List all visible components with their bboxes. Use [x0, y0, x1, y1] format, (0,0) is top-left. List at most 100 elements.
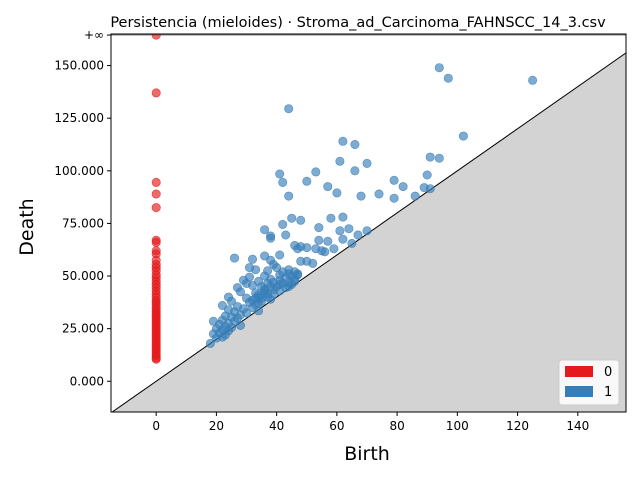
data-point-dim-1 — [326, 213, 336, 223]
data-point-dim-1 — [362, 158, 372, 168]
legend-swatch-0 — [565, 366, 593, 377]
data-point-dim-1 — [275, 250, 285, 260]
data-point-dim-1 — [266, 233, 276, 243]
data-point-dim-1 — [230, 253, 240, 263]
data-point-dim-1 — [347, 238, 357, 248]
x-tick-label: 120 — [506, 419, 529, 433]
y-axis-label: Death — [16, 198, 38, 255]
data-point-dim-1 — [425, 152, 435, 162]
points-layer — [151, 34, 538, 364]
data-point-dim-1 — [284, 265, 294, 275]
data-point-dim-1 — [434, 153, 444, 163]
data-point-dim-1 — [329, 244, 339, 254]
data-point-dim-1 — [308, 258, 318, 268]
x-tick-label: 80 — [389, 419, 404, 433]
y-tick-label: 25.000 — [62, 322, 104, 336]
data-point-dim-1 — [211, 333, 221, 343]
data-point-dim-1 — [260, 225, 270, 235]
data-point-dim-1 — [389, 175, 399, 185]
infinity-label: +∞ — [84, 28, 104, 42]
data-point-dim-1 — [323, 182, 333, 192]
plot-frame — [110, 33, 627, 413]
data-point-dim-1 — [344, 224, 354, 234]
data-point-dim-1 — [296, 215, 306, 225]
data-point-dim-1 — [362, 226, 372, 236]
y-tick-label: 50.000 — [62, 269, 104, 283]
data-point-dim-1 — [323, 236, 333, 246]
y-tick-label: 150.000 — [54, 59, 104, 73]
data-point-dim-1 — [275, 169, 285, 179]
data-point-dim-1 — [353, 230, 363, 240]
data-point-dim-1 — [350, 166, 360, 176]
data-point-dim-1 — [278, 177, 288, 187]
x-tick-label: 20 — [209, 419, 224, 433]
data-point-dim-1 — [332, 188, 342, 198]
data-point-dim-1 — [278, 220, 288, 230]
data-point-dim-1 — [284, 104, 294, 114]
data-point-dim-1 — [251, 299, 261, 309]
data-point-dim-1 — [434, 63, 444, 73]
legend: 0 1 — [558, 359, 620, 406]
x-axis-label: Birth — [344, 443, 390, 465]
data-point-dim-1 — [338, 136, 348, 146]
data-point-dim-1 — [302, 243, 312, 253]
x-tick-label: 0 — [152, 419, 160, 433]
chart-title: Persistencia (mieloides) · Stroma_ad_Car… — [110, 15, 606, 31]
data-point-dim-1 — [311, 167, 321, 177]
data-point-dim-1 — [227, 296, 237, 306]
diagonal-shade — [111, 52, 626, 412]
data-point-dim-1 — [335, 226, 345, 236]
x-tick-label: 140 — [566, 419, 589, 433]
y-tick-label: 75.000 — [62, 216, 104, 230]
data-point-dim-1 — [217, 300, 227, 310]
data-point-dim-1 — [320, 247, 330, 257]
data-point-dim-1 — [425, 184, 435, 194]
data-point-dim-1 — [314, 235, 324, 245]
data-point-dim-0 — [151, 354, 161, 364]
legend-swatch-1 — [565, 386, 593, 397]
data-point-dim-1 — [236, 320, 246, 330]
data-point-dim-1 — [338, 234, 348, 244]
data-point-dim-0 — [151, 189, 161, 199]
data-point-dim-1 — [389, 193, 399, 203]
data-point-dim-0 — [151, 34, 161, 40]
data-point-dim-1 — [260, 286, 270, 296]
data-point-dim-1 — [251, 265, 261, 275]
data-point-dim-1 — [374, 189, 384, 199]
data-point-dim-1 — [458, 131, 468, 141]
plot-body — [111, 34, 626, 412]
legend-label-1: 1 — [604, 385, 612, 400]
y-tick-label: 0.000 — [70, 374, 104, 388]
data-point-dim-1 — [350, 140, 360, 150]
data-point-dim-1 — [338, 212, 348, 222]
data-point-dim-1 — [205, 338, 215, 348]
data-point-dim-1 — [528, 75, 538, 85]
x-tick-label: 100 — [446, 419, 469, 433]
data-point-dim-1 — [398, 182, 408, 192]
data-point-dim-1 — [302, 176, 312, 186]
data-point-dim-1 — [335, 156, 345, 166]
data-point-dim-0 — [151, 177, 161, 187]
data-point-dim-1 — [356, 191, 366, 201]
data-point-dim-1 — [287, 213, 297, 223]
data-point-dim-0 — [151, 88, 161, 98]
y-axis-ticks: 0.000 25.000 50.000 75.000 100.000 125.000 150… — [54, 59, 111, 388]
data-point-dim-0 — [151, 237, 161, 247]
legend-label-0: 0 — [604, 365, 612, 380]
data-point-dim-1 — [236, 287, 246, 297]
data-point-dim-1 — [314, 223, 324, 233]
data-point-dim-1 — [443, 73, 453, 83]
data-point-dim-1 — [281, 230, 291, 240]
data-point-dim-1 — [422, 170, 432, 180]
data-point-dim-1 — [284, 191, 294, 201]
y-tick-label: 100.000 — [54, 164, 104, 178]
x-tick-label: 60 — [329, 419, 344, 433]
data-point-dim-0 — [151, 203, 161, 213]
data-point-dim-1 — [248, 254, 258, 264]
infinity-tick: +∞ — [84, 28, 111, 42]
data-point-dim-1 — [275, 270, 285, 280]
x-tick-label: 40 — [269, 419, 284, 433]
data-point-dim-1 — [410, 191, 420, 201]
x-axis-ticks: 0 20 40 60 80 100 120 140 — [152, 412, 589, 433]
